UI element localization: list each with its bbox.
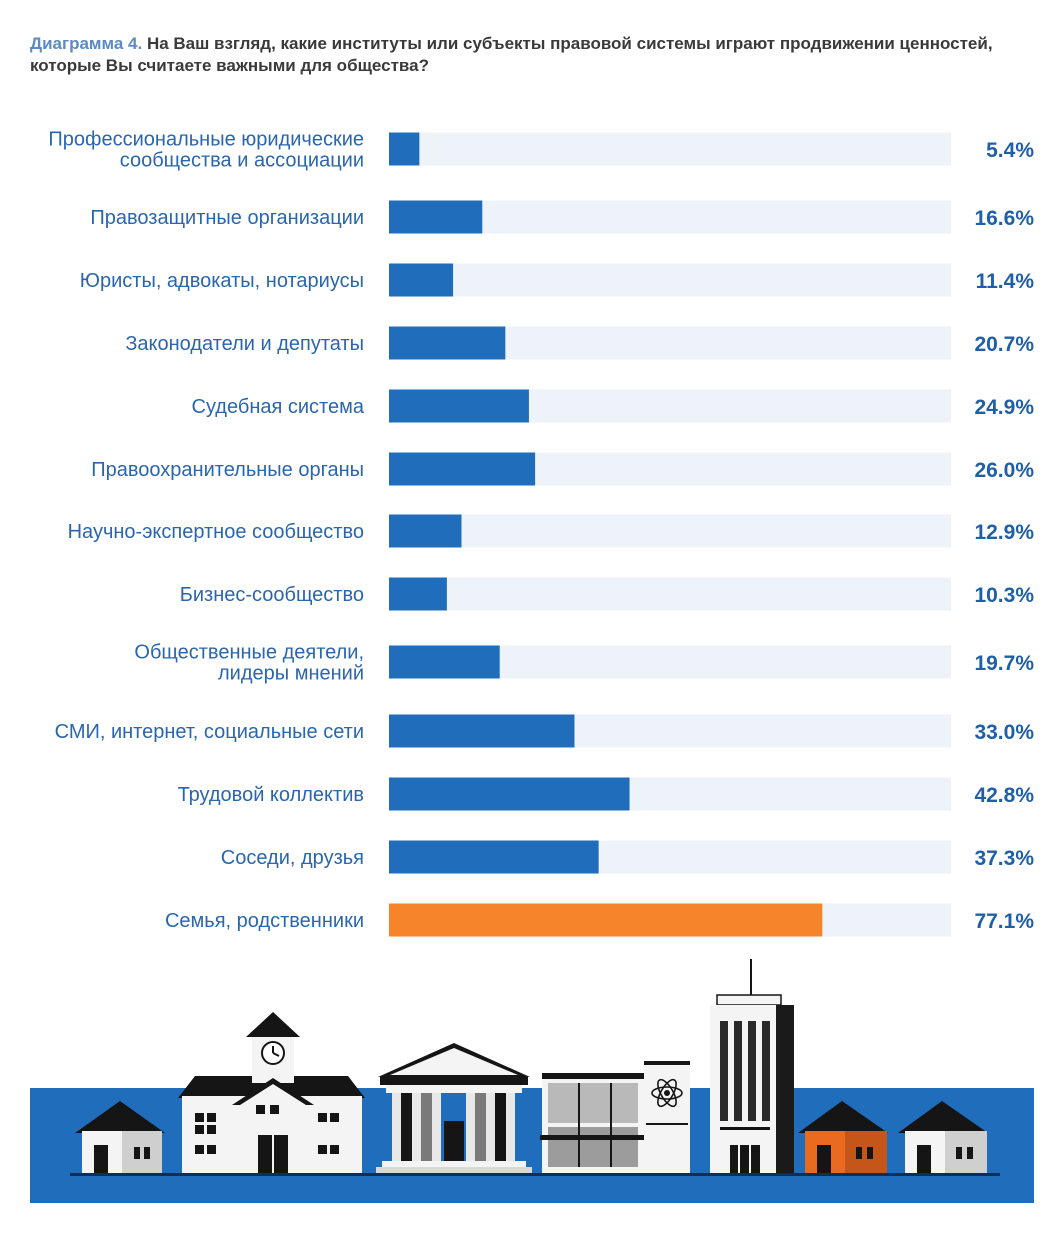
bar-row: Общественные деятели,лидеры мнений 19.7% xyxy=(134,642,1034,685)
value-label: 42.8% xyxy=(974,784,1034,807)
bar xyxy=(389,777,630,811)
value-label: 77.1% xyxy=(974,910,1034,933)
bar xyxy=(389,514,462,548)
bar xyxy=(389,645,500,679)
chart-title: Диаграмма 4. На Ваш взгляд, какие инстит… xyxy=(30,33,1040,77)
house-right-icon xyxy=(898,1101,988,1173)
house-orange-icon xyxy=(798,1101,888,1173)
category-label: Профессиональные юридические xyxy=(48,129,364,151)
bar-row: Судебная система 24.9% xyxy=(192,389,1034,423)
chart-title-text: На Ваш взгляд, какие институты или субъе… xyxy=(30,34,993,75)
bar xyxy=(389,840,599,874)
bar-row: Трудовой коллектив 42.8% xyxy=(178,777,1034,811)
category-label: Бизнес-сообщество xyxy=(180,584,364,606)
bar xyxy=(389,389,529,423)
courthouse-icon xyxy=(376,1043,532,1173)
category-label: сообщества и ассоциации xyxy=(120,150,364,172)
value-label: 12.9% xyxy=(974,521,1034,544)
bar xyxy=(389,903,823,937)
bar-row: Законодатели и депутаты 20.7% xyxy=(125,326,1034,360)
category-label: Судебная система xyxy=(192,396,365,418)
bar-row: СМИ, интернет, социальные сети 33.0% xyxy=(55,714,1034,748)
bar xyxy=(389,263,454,297)
value-label: 11.4% xyxy=(976,270,1035,293)
value-label: 20.7% xyxy=(974,333,1034,356)
category-label: Научно-экспертное сообщество xyxy=(68,521,364,543)
bar xyxy=(389,326,506,360)
value-label: 19.7% xyxy=(974,652,1034,675)
bar-track xyxy=(389,263,951,297)
value-label: 24.9% xyxy=(974,396,1034,419)
bar xyxy=(389,714,575,748)
category-label: Соседи, друзья xyxy=(221,847,364,869)
office-tower-icon xyxy=(710,959,794,1173)
town-hall-icon xyxy=(178,1012,365,1173)
chart-title-lead: Диаграмма 4. xyxy=(30,34,143,53)
category-label: Трудовой коллектив xyxy=(178,784,364,806)
bar-row: Бизнес-сообщество 10.3% xyxy=(180,577,1034,611)
value-label: 5.4% xyxy=(986,139,1034,162)
bar xyxy=(389,200,483,234)
bar-track xyxy=(389,514,951,548)
value-label: 37.3% xyxy=(974,847,1034,870)
science-center-icon xyxy=(540,1061,690,1173)
bar-row: Правозащитные организации 16.6% xyxy=(90,200,1034,234)
value-label: 10.3% xyxy=(974,584,1034,607)
bar-track xyxy=(389,200,951,234)
category-label: лидеры мнений xyxy=(218,663,364,685)
bar-row: Соседи, друзья 37.3% xyxy=(221,840,1034,874)
bar-row: Правоохранительные органы 26.0% xyxy=(91,452,1034,486)
bar-track xyxy=(389,132,951,166)
house-left-icon xyxy=(75,1101,165,1173)
city-illustration xyxy=(30,959,1034,1203)
category-label: Законодатели и депутаты xyxy=(125,333,364,355)
bar-row: Юристы, адвокаты, нотариусы 11.4% xyxy=(80,263,1035,297)
category-label: Правозащитные организации xyxy=(90,207,364,229)
category-label: Правоохранительные органы xyxy=(91,459,364,481)
category-label: Общественные деятели, xyxy=(134,642,364,664)
category-label: Юристы, адвокаты, нотариусы xyxy=(80,270,364,292)
bar xyxy=(389,452,536,486)
bar xyxy=(389,577,447,611)
value-label: 33.0% xyxy=(974,721,1034,744)
bar-row: Семья, родственники 77.1% xyxy=(165,903,1034,937)
value-label: 26.0% xyxy=(974,459,1034,482)
value-label: 16.6% xyxy=(974,207,1034,230)
category-label: СМИ, интернет, социальные сети xyxy=(55,721,364,743)
street-line xyxy=(70,1173,1000,1176)
category-label: Семья, родственники xyxy=(165,910,364,932)
bar-track xyxy=(389,577,951,611)
atom-icon xyxy=(651,1078,683,1108)
bar xyxy=(389,132,420,166)
bar-row: Научно-экспертное сообщество 12.9% xyxy=(68,514,1034,548)
